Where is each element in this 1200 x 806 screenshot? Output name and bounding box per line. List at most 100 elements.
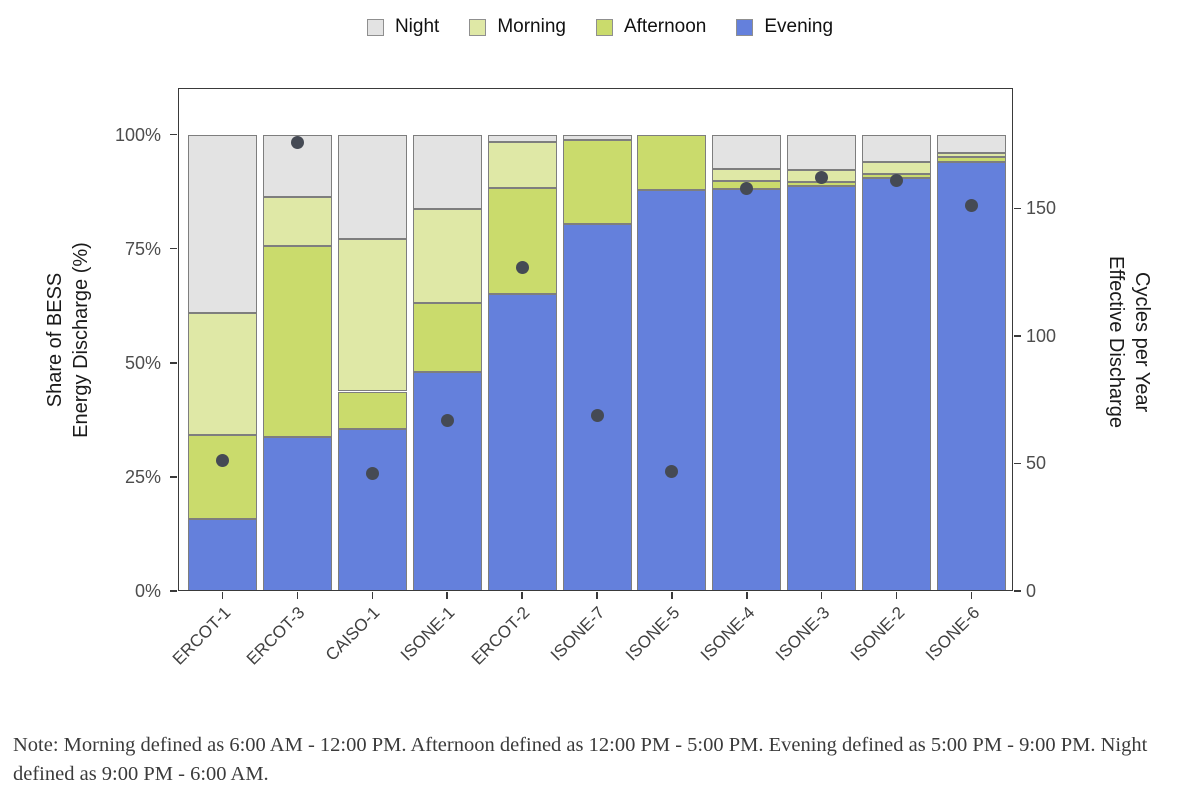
legend-swatch-night [366, 18, 384, 36]
y-axis-tick-left [170, 476, 177, 478]
bar-segment-evening [787, 185, 857, 591]
legend: Night Morning Afternoon Evening [0, 16, 1200, 38]
x-axis-tick [446, 592, 448, 599]
bar-segment-morning [862, 161, 932, 175]
y-axis-tick-label-right: 50 [1026, 453, 1047, 474]
y-axis-tick-left [170, 590, 177, 592]
y-axis-tick-right [1014, 462, 1021, 465]
bar-segment-evening [337, 428, 407, 591]
bar-segment-night [412, 134, 482, 210]
bar-segment-night [562, 134, 632, 140]
y-axis-tick-left [170, 361, 177, 364]
legend-label: Afternoon [623, 16, 707, 37]
y-axis-tick-right [1014, 207, 1021, 210]
cycles-dot [740, 181, 754, 195]
legend-swatch-afternoon [595, 18, 613, 36]
bar-segment-night [862, 134, 932, 162]
x-axis-label: ERCOT-1 [168, 603, 234, 669]
x-axis-tick [521, 592, 523, 599]
bar-segment-morning [262, 197, 332, 246]
bar-segment-afternoon [487, 188, 557, 295]
x-axis-tick [820, 592, 823, 599]
bar-segment-afternoon [562, 139, 632, 224]
bar-segment-morning [337, 239, 407, 392]
cycles-dot [365, 467, 379, 481]
bar-segment-evening [188, 519, 257, 591]
x-axis-label: ISONE-7 [546, 603, 609, 665]
bar-segment-afternoon [262, 245, 332, 438]
y-axis-tick-right [1014, 335, 1021, 337]
bar-segment-afternoon [188, 435, 257, 520]
bar-segment-night [188, 134, 257, 313]
x-axis-tick [221, 592, 224, 599]
y-axis-title-left-line2: Energy Discharge (%) [70, 242, 92, 438]
bar-segment-night [262, 134, 332, 198]
y-axis-tick-label-right: 100 [1026, 325, 1057, 346]
y-axis-tick-label-left: 50% [124, 352, 161, 373]
cycles-dot [290, 135, 304, 149]
y-axis-tick-left [170, 133, 177, 136]
x-axis-label: ISONE-1 [397, 603, 459, 665]
x-axis-label: ERCOT-2 [467, 603, 534, 669]
legend-swatch-evening [736, 18, 754, 36]
y-axis-title-right-line2: Cycles per Year [1131, 271, 1153, 413]
legend-label: Morning [497, 16, 566, 37]
bar-segment-morning [712, 169, 782, 182]
bar-segment-evening [637, 190, 707, 591]
x-axis-tick [671, 592, 673, 599]
y-axis-tick-label-left: 0% [134, 581, 161, 601]
y-axis-tick-label-left: 100% [114, 124, 161, 145]
bar-segment-evening [487, 294, 557, 591]
legend-label: Night [394, 16, 440, 37]
bar-segment-night [712, 134, 782, 170]
bar-segment-evening [862, 178, 932, 591]
y-axis-tick-label-left: 75% [124, 238, 161, 259]
bar-segment-night [787, 134, 857, 171]
y-axis-tick-right [1014, 590, 1021, 592]
x-axis-label: CAISO-1 [322, 603, 384, 665]
legend-item-morning: Morning [469, 16, 566, 38]
bar-segment-night [487, 134, 557, 142]
bar-segment-evening [937, 162, 1006, 591]
cycles-dot [590, 408, 604, 422]
bar-segment-afternoon [637, 134, 707, 191]
cycles-dot [815, 171, 829, 185]
x-axis-tick [296, 592, 299, 599]
y-axis-title-left-line1: Share of BESS [44, 272, 66, 408]
legend-item-evening: Evening [736, 16, 833, 38]
bar-segment-morning [487, 141, 557, 189]
legend-item-night: Night [366, 16, 440, 38]
cycles-dot [890, 173, 904, 187]
x-axis-label: ERCOT-3 [243, 603, 309, 669]
x-axis-tick [746, 592, 748, 599]
bar-segment-evening [262, 437, 332, 591]
cycles-dot [440, 413, 454, 427]
legend-swatch-morning [469, 18, 487, 36]
cycles-dot [515, 260, 529, 274]
x-axis-tick [895, 592, 898, 599]
y-axis-title-right-line1: Effective Discharge [1105, 256, 1127, 428]
y-axis-tick-left [170, 247, 177, 250]
cycles-dot [216, 454, 229, 468]
x-axis-tick [371, 592, 374, 599]
y-axis-tick-label-right: 150 [1026, 198, 1057, 219]
x-axis-tick [970, 592, 973, 599]
bar-segment-evening [712, 189, 782, 591]
cycles-dot [665, 464, 679, 478]
bar-segment-evening [562, 223, 632, 591]
bar-segment-afternoon [412, 303, 482, 372]
bar-segment-night [937, 134, 1006, 154]
x-axis-label: ISONE-5 [621, 603, 684, 665]
legend-item-afternoon: Afternoon [595, 16, 707, 38]
bar-segment-night [337, 134, 407, 240]
y-axis-tick-label-right: 0 [1026, 581, 1037, 601]
x-axis-label: ISONE-4 [696, 603, 759, 665]
note-text: Note: Morning defined as 6:00 AM - 12:00… [13, 734, 1148, 785]
y-axis-title-right: Effective Discharge Cycles per Year [1103, 256, 1155, 428]
bar-segment-afternoon [337, 391, 407, 429]
y-axis-title-left: Share of BESS Energy Discharge (%) [42, 242, 94, 438]
y-axis-tick-label-left: 25% [124, 466, 161, 487]
x-axis-label: ISONE-2 [846, 603, 909, 665]
